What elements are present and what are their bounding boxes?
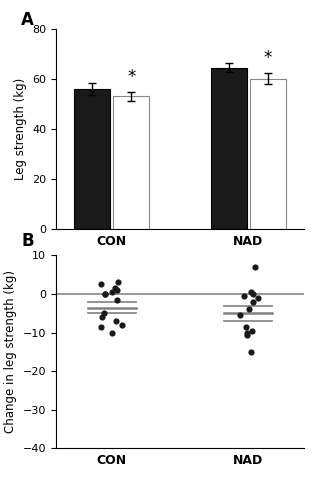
Point — [115, 296, 120, 304]
Text: *: * — [264, 49, 272, 67]
Point — [102, 309, 107, 317]
Text: *: * — [127, 67, 135, 86]
Point — [244, 329, 250, 336]
Bar — [113, 96, 149, 229]
Point — [250, 327, 255, 335]
Point — [253, 263, 258, 271]
Text: A: A — [21, 11, 34, 29]
Point — [109, 288, 114, 296]
Point — [255, 294, 260, 302]
Point — [102, 290, 108, 298]
Point — [109, 329, 115, 336]
Point — [113, 317, 118, 325]
Point — [241, 292, 246, 300]
Point — [247, 306, 252, 313]
Y-axis label: Leg strength (kg): Leg strength (kg) — [13, 78, 27, 180]
Point — [251, 298, 256, 306]
Point — [119, 321, 124, 329]
Bar — [211, 67, 247, 229]
Bar — [250, 79, 286, 229]
Point — [98, 323, 103, 331]
Point — [238, 311, 243, 319]
Point — [112, 284, 117, 292]
Point — [251, 290, 256, 298]
Point — [100, 313, 105, 321]
Point — [248, 288, 253, 296]
Point — [244, 331, 250, 338]
Text: B: B — [21, 232, 34, 250]
Bar — [74, 89, 110, 229]
Y-axis label: Change in leg strength (kg): Change in leg strength (kg) — [4, 270, 17, 433]
Point — [98, 281, 103, 288]
Point — [115, 286, 120, 294]
Point — [103, 290, 108, 298]
Point — [243, 323, 248, 331]
Point — [248, 348, 253, 356]
Point — [115, 279, 120, 286]
